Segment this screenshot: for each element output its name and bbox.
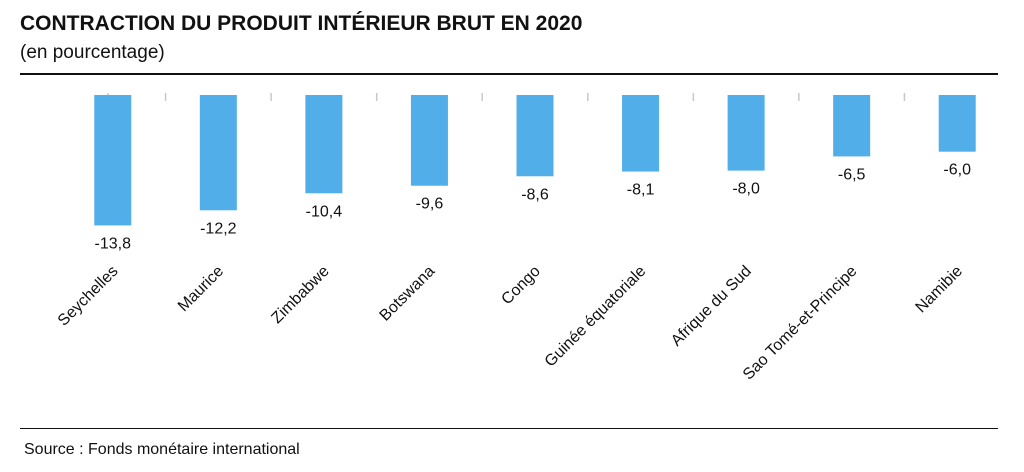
data-label: -13,8 [95,235,132,252]
bar-zimbabwe [305,95,343,194]
chart-subtitle: (en pourcentage) [20,42,165,63]
data-label: -9,6 [416,196,444,213]
data-label: -10,4 [306,203,343,220]
category-label: Afrique du Sud [668,263,755,350]
bar-maurice [199,95,237,211]
bar-guin-e-quatoriale [622,95,660,172]
bar-botswana [410,95,448,186]
data-label: -8,6 [521,186,549,203]
chart-title: CONTRACTION DU PRODUIT INTÉRIEUR BRUT EN… [20,12,583,35]
category-label: Guinée équatoriale [542,263,650,371]
data-label: -8,0 [732,181,760,198]
bar-congo [516,95,554,177]
bottom-rule [20,428,998,429]
category-label: Zimbabwe [269,263,333,327]
top-rule [20,73,998,75]
data-label: -12,2 [200,220,237,237]
data-label: -8,1 [627,182,655,199]
category-label: Botswana [377,263,439,325]
bar-chart: -13,8 Seychelles -12,2 Maurice -10,4 Zimbabwe… [55,93,976,384]
bar-afrique-du-sud [727,95,765,171]
bar-sao-tom-et-principe [833,95,871,157]
category-label: Sao Tomé-et-Principe [740,263,861,384]
data-label: -6,5 [838,166,866,183]
source-note: Source : Fonds monétaire international [24,441,300,458]
category-label: Seychelles [55,263,122,330]
bar-seychelles [94,95,132,226]
data-label: -6,0 [943,162,971,179]
category-label: Congo [498,263,543,308]
category-label: Maurice [175,263,227,315]
bar-namibie [938,95,976,152]
category-label: Namibie [913,263,967,317]
